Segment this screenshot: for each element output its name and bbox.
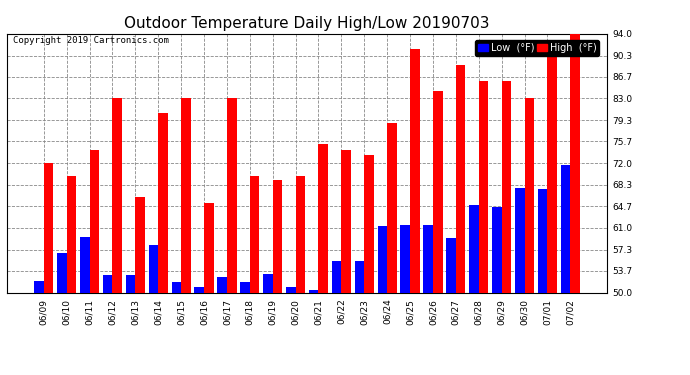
Bar (181, 99, 190, 292)
Bar (342, 150, 351, 292)
Bar (400, 225, 410, 292)
Bar (433, 92, 442, 292)
Bar (148, 245, 158, 292)
Bar (103, 276, 112, 292)
Bar (469, 206, 479, 292)
Bar (355, 261, 364, 292)
Bar (286, 287, 295, 292)
Bar (67, 176, 77, 292)
Bar (571, 34, 580, 292)
Legend: Low  (°F), High  (°F): Low (°F), High (°F) (475, 40, 600, 56)
Bar (240, 282, 250, 292)
Bar (377, 226, 387, 292)
Bar (332, 261, 342, 292)
Bar (515, 188, 524, 292)
Bar (446, 238, 456, 292)
Bar (195, 287, 204, 292)
Bar (424, 225, 433, 292)
Bar (387, 123, 397, 292)
Bar (364, 155, 374, 292)
Bar (57, 252, 67, 292)
Bar (227, 99, 237, 292)
Bar (479, 81, 489, 292)
Bar (250, 176, 259, 292)
Bar (410, 49, 420, 292)
Bar (43, 163, 53, 292)
Bar (456, 65, 466, 292)
Bar (172, 282, 181, 292)
Bar (295, 176, 305, 292)
Bar (90, 150, 99, 292)
Bar (492, 207, 502, 292)
Bar (204, 202, 214, 292)
Title: Outdoor Temperature Daily High/Low 20190703: Outdoor Temperature Daily High/Low 20190… (124, 16, 490, 31)
Bar (34, 281, 43, 292)
Text: Copyright 2019 Cartronics.com: Copyright 2019 Cartronics.com (13, 36, 169, 45)
Bar (319, 144, 328, 292)
Bar (273, 180, 282, 292)
Bar (263, 274, 273, 292)
Bar (80, 237, 90, 292)
Bar (135, 197, 145, 292)
Bar (112, 99, 122, 292)
Bar (524, 99, 534, 292)
Bar (561, 165, 571, 292)
Bar (547, 49, 557, 292)
Bar (126, 276, 135, 292)
Bar (502, 81, 511, 292)
Bar (309, 290, 319, 292)
Bar (538, 189, 547, 292)
Bar (217, 277, 227, 292)
Bar (158, 112, 168, 292)
